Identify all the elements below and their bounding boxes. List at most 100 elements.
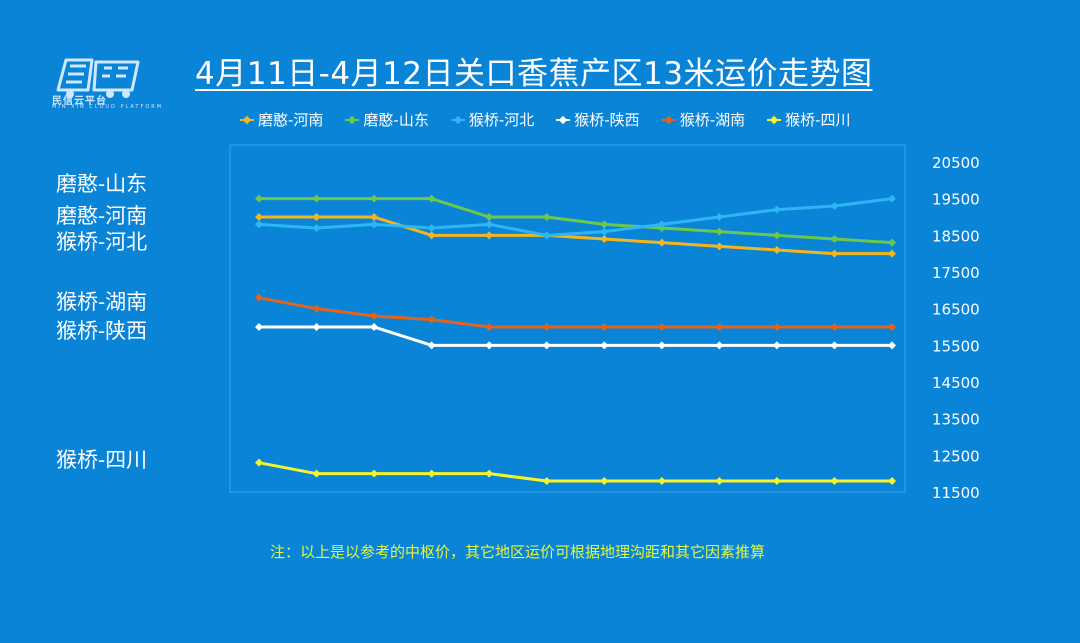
data-point (657, 341, 666, 350)
data-point (772, 341, 781, 350)
data-point (600, 235, 609, 243)
data-point (427, 194, 436, 203)
side-label-houqiao-shaanxi: 猴桥-陕西 (56, 319, 148, 343)
series-line-3 (258, 197, 893, 237)
logo-name: 民信云平台 (52, 96, 107, 107)
data-point (772, 323, 781, 331)
series-line-4 (259, 325, 892, 347)
data-point (600, 220, 609, 229)
data-point (830, 235, 839, 243)
data-point (830, 249, 839, 258)
legend-label: 猴桥-湖南 (679, 111, 746, 129)
data-point (312, 469, 321, 478)
legend-swatch (661, 118, 676, 121)
legend-item-houqiao-hebei: 猴桥-河北 (450, 109, 535, 130)
data-point (888, 249, 896, 258)
legend-item-moheng-shandong: 磨憨-山东 (345, 109, 429, 130)
data-point (657, 238, 666, 247)
footnote: 注：以上是以参考的中枢价，其它地区运价可根据地理沟距和其它因素推算 (270, 543, 766, 561)
y-tick-label: 16500 (932, 301, 980, 319)
data-point (657, 220, 666, 229)
data-point (255, 293, 263, 302)
data-point (370, 323, 379, 331)
legend-label: 猴桥-陕西 (574, 111, 640, 129)
chart-legend: 磨憨-河南 磨憨-山东 猴桥-河北 猴桥-陕西 猴桥-湖南 猴桥-四川 (240, 109, 851, 130)
legend-swatch (556, 118, 571, 121)
data-point (542, 341, 551, 350)
series-line-1 (259, 215, 892, 256)
data-point (370, 213, 379, 221)
truck-logo-icon (56, 58, 140, 98)
series-line-6 (258, 461, 892, 483)
data-point (255, 458, 263, 467)
data-point (255, 213, 263, 221)
data-point (715, 227, 724, 236)
data-point (772, 477, 781, 485)
y-tick-label: 15500 (932, 337, 980, 355)
data-point (485, 323, 494, 331)
legend-label: 猴桥-河北 (468, 111, 535, 129)
data-point (427, 469, 436, 478)
data-point (312, 224, 321, 232)
data-point (312, 213, 321, 221)
data-point (772, 231, 781, 240)
data-point (600, 323, 609, 331)
data-point (888, 477, 896, 485)
legend-label: 磨憨-山东 (363, 111, 429, 129)
y-tick-label: 20500 (932, 154, 980, 172)
data-point (715, 477, 724, 485)
logo-subtitle: MIN XIN CLOUD PLATFORM (52, 104, 164, 110)
data-point (888, 194, 896, 203)
data-point (485, 213, 494, 221)
data-point (772, 205, 781, 214)
legend-swatch (240, 118, 254, 121)
legend-label: 猴桥-四川 (785, 111, 851, 129)
legend-item-houqiao-sichuan: 猴桥-四川 (767, 109, 851, 130)
data-point (888, 323, 896, 331)
data-point (542, 323, 551, 331)
data-point (888, 341, 896, 350)
data-point (255, 323, 263, 331)
legend-item-houqiao-shaanxi: 猴桥-陕西 (556, 109, 640, 130)
data-point (715, 213, 724, 221)
data-point (830, 202, 839, 210)
data-point (715, 323, 724, 331)
y-tick-label: 11500 (932, 484, 980, 502)
data-point (485, 341, 494, 350)
data-point (542, 213, 551, 221)
legend-swatch (767, 118, 782, 121)
side-label-houqiao-sichuan: 猴桥-四川 (56, 448, 148, 472)
legend-label: 磨憨-河南 (258, 111, 324, 129)
legend-swatch (345, 118, 360, 121)
y-tick-label: 18500 (932, 227, 980, 245)
data-point (312, 304, 321, 313)
data-point (255, 194, 263, 203)
data-point (830, 323, 839, 331)
data-point (600, 477, 609, 485)
chart-title: 4月11日-4月12日关口香蕉产区13米运价走势图 (195, 56, 873, 92)
side-label-houqiao-hunan: 猴桥-湖南 (56, 290, 148, 314)
data-point (542, 477, 551, 485)
data-point (312, 323, 321, 331)
y-tick-label: 13500 (932, 411, 980, 429)
data-point (370, 220, 379, 229)
data-point (370, 312, 379, 320)
y-tick-label: 19500 (932, 191, 980, 209)
data-point (830, 477, 839, 485)
data-point (485, 469, 494, 478)
legend-swatch (450, 118, 465, 121)
data-point (485, 220, 494, 229)
data-point (772, 246, 781, 254)
data-point (312, 194, 321, 203)
data-point (830, 341, 839, 350)
data-point (600, 341, 609, 350)
side-label-houqiao-hebei: 猴桥-河北 (56, 230, 148, 254)
data-point (427, 231, 436, 240)
data-point (657, 323, 666, 331)
data-point (255, 220, 263, 229)
legend-item-moheng-henan: 磨憨-河南 (240, 109, 323, 130)
data-point (370, 194, 379, 203)
side-label-moheng-henan: 磨憨-河南 (56, 204, 148, 228)
series-line-2 (259, 197, 893, 245)
data-point (657, 477, 666, 485)
